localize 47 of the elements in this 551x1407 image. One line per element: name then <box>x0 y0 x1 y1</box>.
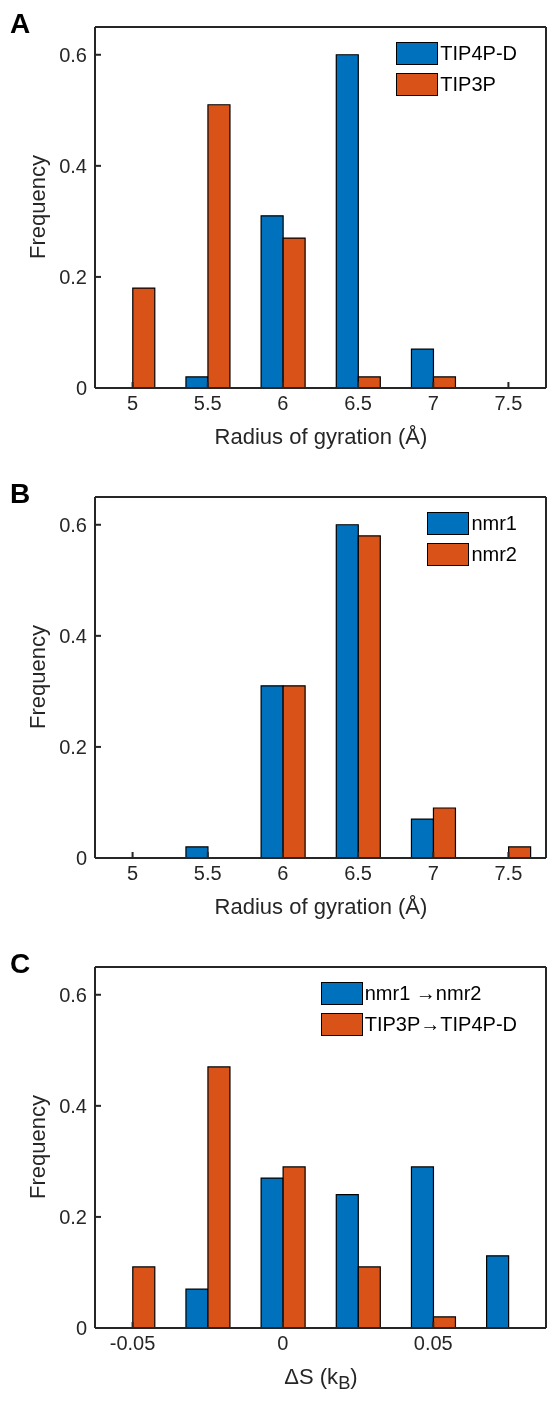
y-tick-label: 0.2 <box>59 736 87 759</box>
bar <box>132 287 156 388</box>
y-tick-label: 0 <box>75 377 87 400</box>
y-axis-title: Frequency <box>25 1095 51 1199</box>
x-tick-label: 6.5 <box>344 862 372 885</box>
x-tick-label: 7.5 <box>494 392 523 415</box>
bar <box>508 846 532 858</box>
legend-label: nmr1 <box>471 511 517 536</box>
x-tick-label: 6.5 <box>344 392 372 415</box>
x-tick-label: 5.5 <box>193 392 222 415</box>
x-tick-label: 0 <box>277 1332 289 1355</box>
x-tick-label: 5 <box>127 392 139 415</box>
y-tick-label: 0.2 <box>59 1206 87 1229</box>
chart-title: A <box>10 8 31 40</box>
y-axis-title: Frequency <box>25 625 51 729</box>
x-axis-title: ΔS (k$_{B}$) <box>283 1364 359 1395</box>
x-tick-label: 6 <box>277 392 289 415</box>
bar <box>185 846 209 858</box>
chart-title: C <box>10 948 31 980</box>
legend-label: TIP4P-D <box>440 41 517 66</box>
x-axis-title: Radius of gyration (Å) <box>213 894 429 920</box>
bar <box>486 1255 510 1328</box>
x-tick-label: -0.05 <box>109 1332 156 1355</box>
chart-title: B <box>10 478 31 510</box>
x-tick-label: 7.5 <box>494 862 523 885</box>
x-tick-label: 0.05 <box>413 1332 453 1355</box>
x-tick-label: 7 <box>427 862 439 885</box>
y-tick-label: 0.6 <box>59 43 87 66</box>
y-tick-label: 0 <box>75 847 87 870</box>
y-tick-label: 0.4 <box>59 624 87 647</box>
y-tick-label: 0 <box>75 1317 87 1340</box>
y-tick-label: 0.6 <box>59 983 87 1006</box>
y-tick-label: 0.6 <box>59 513 87 536</box>
x-tick-label: 7 <box>427 392 439 415</box>
y-tick-label: 0.2 <box>59 266 87 289</box>
x-tick-label: 5.5 <box>193 862 222 885</box>
legend-label: nmr2 <box>471 542 517 567</box>
x-axis-title: Radius of gyration (Å) <box>213 424 429 450</box>
legend-label: TIP3P <box>440 72 496 97</box>
x-tick-label: 5 <box>127 862 139 885</box>
bar <box>132 1266 156 1328</box>
legend-label: TIP3P→TIP4P-D <box>364 1012 517 1037</box>
y-tick-label: 0.4 <box>59 154 87 177</box>
legend-label: nmr1 →nmr2 <box>364 981 482 1006</box>
y-axis-title: Frequency <box>25 155 51 259</box>
y-tick-label: 0.4 <box>59 1094 87 1117</box>
x-tick-label: 6 <box>277 862 289 885</box>
